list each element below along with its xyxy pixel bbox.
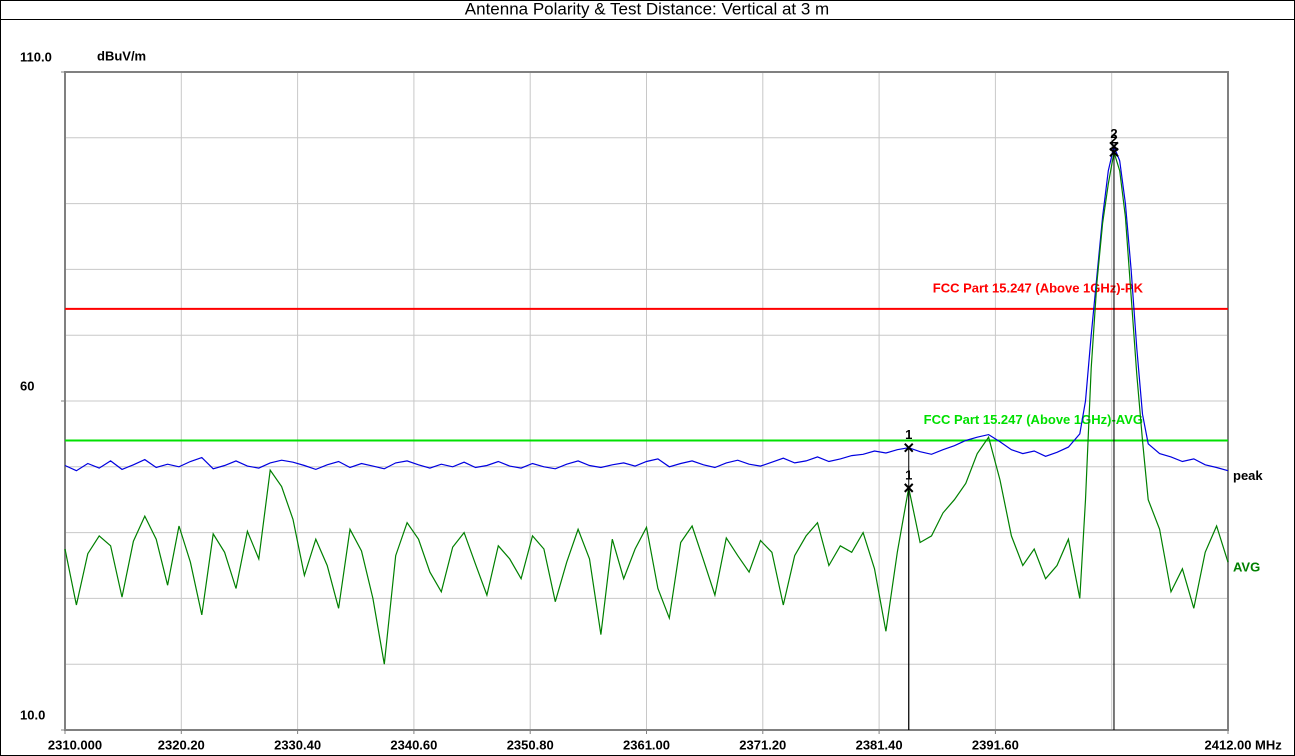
y-unit: dBuV/m [97,48,146,63]
x-tick-label: 2310.000 [48,737,102,752]
x-tick-label: 2330.40 [274,737,321,752]
x-tick-label: 2391.60 [972,737,1019,752]
limit-label: FCC Part 15.247 (Above 1GHz)-PK [933,280,1144,295]
trace [64,152,1229,665]
trace-label: AVG [1233,560,1260,575]
x-tick-label: 2340.60 [390,737,437,752]
limit-label: FCC Part 15.247 (Above 1GHz)-AVG [924,412,1143,427]
trace [64,144,1229,472]
x-tick-label: 2412.00 [1205,737,1252,752]
marker-label: 1 [905,467,912,482]
x-tick-label: 2371.20 [739,737,786,752]
marker [904,483,914,493]
marker-label: 2 [1110,132,1117,147]
x-tick-label: 2361.00 [623,737,670,752]
x-unit: MHz [1255,737,1282,752]
trace-label: peak [1233,468,1263,483]
marker [904,443,914,453]
x-tick-label: 2381.40 [856,737,903,752]
chart-title: Antenna Polarity & Test Distance: Vertic… [465,0,829,18]
x-tick-label: 2350.80 [507,737,554,752]
marker [1109,147,1119,157]
marker-label: 2 [1110,126,1117,141]
y-tick-label: 110.0 [20,49,52,64]
y-tick-label: 60 [20,378,34,393]
y-tick-label: 10.0 [20,707,45,722]
marker-label: 1 [905,427,912,442]
x-tick-label: 2320.20 [158,737,205,752]
